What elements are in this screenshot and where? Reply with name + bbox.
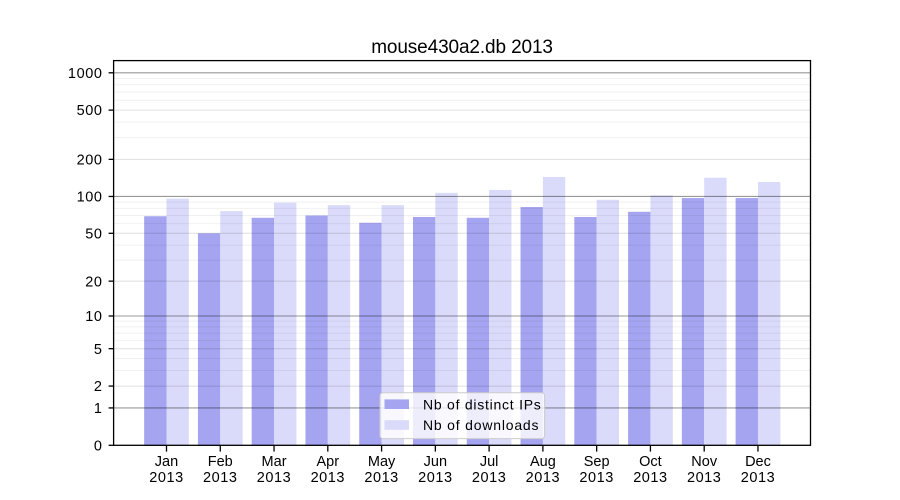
svg-text:Feb: Feb [208, 454, 233, 470]
svg-text:2013: 2013 [364, 470, 398, 486]
svg-text:2013: 2013 [311, 470, 345, 486]
svg-text:50: 50 [85, 226, 102, 242]
svg-text:2013: 2013 [149, 470, 183, 486]
svg-text:Mar: Mar [262, 454, 287, 470]
svg-text:Nb of downloads: Nb of downloads [423, 417, 539, 433]
svg-text:1000: 1000 [68, 66, 103, 82]
svg-text:May: May [368, 454, 396, 470]
svg-text:Apr: Apr [317, 454, 340, 470]
svg-text:Jun: Jun [424, 454, 447, 470]
svg-text:Sep: Sep [584, 454, 610, 470]
svg-text:mouse430a2.db 2013: mouse430a2.db 2013 [371, 37, 553, 58]
svg-text:100: 100 [77, 190, 103, 206]
svg-text:Oct: Oct [639, 454, 662, 470]
svg-text:2: 2 [94, 379, 103, 395]
svg-text:1: 1 [94, 401, 103, 417]
svg-text:Nov: Nov [691, 454, 718, 470]
svg-text:500: 500 [77, 103, 103, 119]
svg-text:2013: 2013 [526, 470, 560, 486]
svg-text:Jul: Jul [480, 454, 499, 470]
svg-text:Dec: Dec [745, 454, 771, 470]
svg-text:2013: 2013 [579, 470, 613, 486]
svg-text:2013: 2013 [257, 470, 291, 486]
svg-text:2013: 2013 [203, 470, 237, 486]
svg-text:0: 0 [94, 438, 103, 454]
svg-text:2013: 2013 [472, 470, 506, 486]
svg-text:20: 20 [85, 274, 102, 290]
svg-text:2013: 2013 [633, 470, 667, 486]
svg-text:2013: 2013 [687, 470, 721, 486]
svg-text:Jan: Jan [155, 454, 178, 470]
svg-text:200: 200 [77, 152, 103, 168]
svg-text:5: 5 [94, 342, 103, 358]
svg-text:Nb of distinct IPs: Nb of distinct IPs [423, 396, 542, 412]
svg-text:2013: 2013 [741, 470, 775, 486]
svg-text:2013: 2013 [418, 470, 452, 486]
svg-text:10: 10 [85, 309, 102, 325]
svg-text:Aug: Aug [530, 454, 556, 470]
